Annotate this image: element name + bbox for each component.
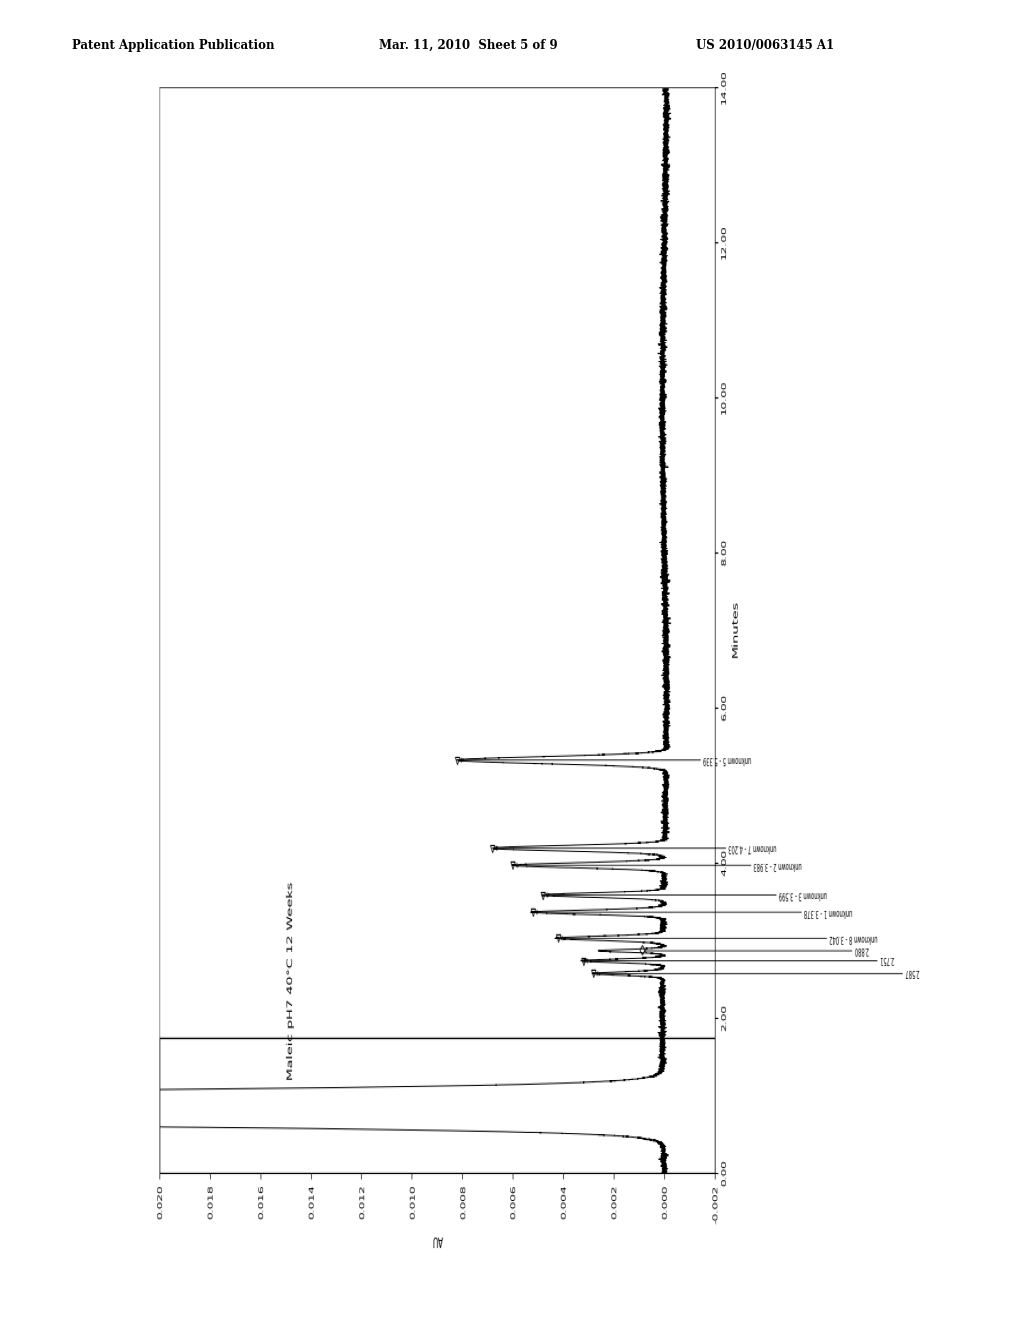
Text: US 2010/0063145 A1: US 2010/0063145 A1 (696, 38, 835, 51)
Text: Mar. 11, 2010  Sheet 5 of 9: Mar. 11, 2010 Sheet 5 of 9 (379, 38, 557, 51)
Text: Patent Application Publication: Patent Application Publication (72, 38, 274, 51)
